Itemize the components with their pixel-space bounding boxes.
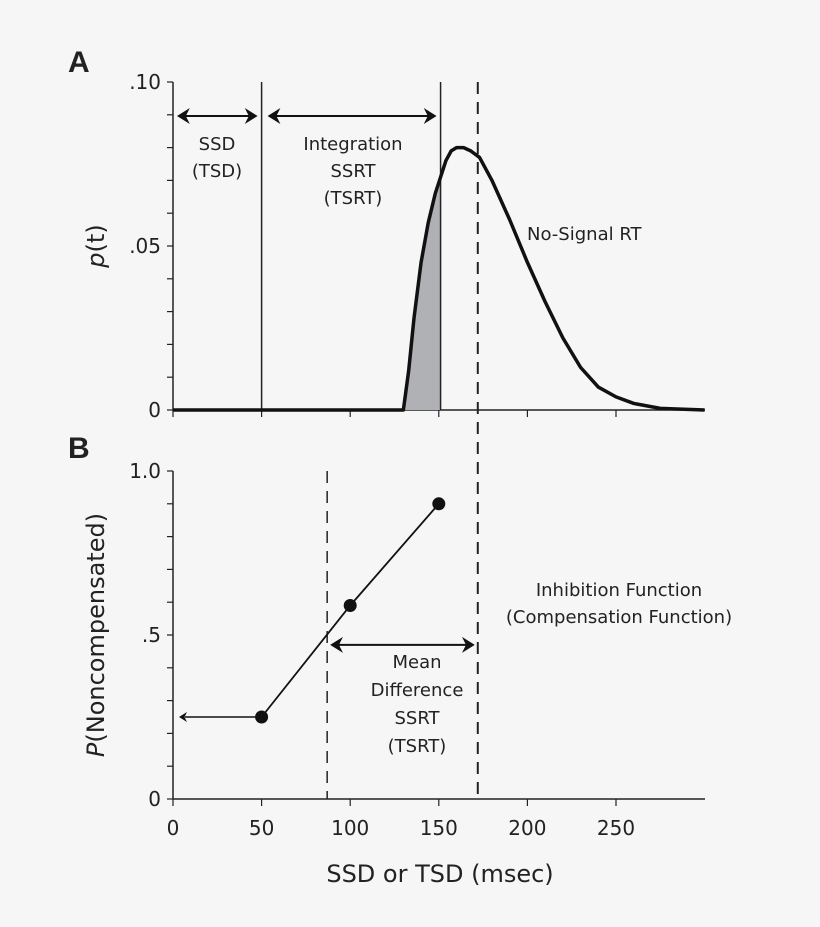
inhibition-function-label-line-1: (Compensation Function) [506, 607, 732, 628]
y-axis-label-a: p(t) [82, 224, 110, 268]
y-tick-label-b: .5 [142, 623, 161, 647]
no-signal-rt-curve [173, 145, 705, 412]
mean-difference-label-line-0: Mean [392, 652, 441, 673]
inhibition-function-label-line-0: Inhibition Function [536, 580, 702, 601]
panel-label-a: A [68, 46, 90, 79]
data-point [432, 497, 446, 511]
mean-difference-label-line-2: SSRT [394, 708, 440, 729]
panel-label-b: B [68, 432, 90, 465]
mean-difference-arrow-right-head [461, 636, 475, 653]
x-tick-label: 100 [331, 816, 369, 840]
integration-label-line-2: (TSRT) [324, 188, 383, 209]
integration-arrow-left-head [267, 108, 281, 124]
shaded-area [403, 177, 441, 410]
ssd-label-line-0: SSD [199, 134, 236, 155]
y-tick-label-a: 0 [148, 398, 161, 422]
ssd-label-line-1: (TSD) [192, 161, 242, 182]
data-point [255, 710, 269, 724]
integration-label-line-1: SSRT [330, 161, 376, 182]
integration-arrow-right-head [423, 108, 437, 124]
x-axis-label: SSD or TSD (msec) [326, 860, 553, 888]
panel-a: .10 .05 0 SSD (TSD) Integration SSRT (TSRT) No-S… [129, 70, 705, 799]
leftward-arrow-head [179, 712, 187, 722]
y-tick-label-a: .10 [129, 70, 161, 94]
ssd-arrow-left-head [177, 108, 190, 124]
x-tick-label: 250 [597, 816, 635, 840]
y-tick-label-b: 0 [148, 787, 161, 811]
mean-difference-label-line-3: (TSRT) [388, 736, 447, 757]
mean-difference-arrow-left-head [330, 636, 343, 653]
y-axis-label-a-rest: (t) [82, 224, 110, 252]
y-tick-label-b: 1.0 [129, 459, 161, 483]
panel-b: 1.0 .5 00 50 100 150 200 250 Mean Difference SSRT (… [129, 459, 732, 840]
y-axis-label-b-italic: P [82, 742, 110, 757]
y-axis-label-b-rest: (Noncompensated) [82, 513, 110, 743]
y-axis-label-a-italic: p [82, 252, 110, 268]
x-tick-label: 150 [420, 816, 458, 840]
no-signal-rt-label: No-Signal RT [527, 224, 643, 245]
x-tick-label: 0 [167, 816, 180, 840]
mean-difference-label-line-1: Difference [371, 680, 464, 701]
x-tick-label: 200 [508, 816, 546, 840]
ssd-arrow-right-head [244, 108, 258, 124]
data-point [343, 598, 357, 612]
y-tick-label-a: .05 [129, 234, 161, 258]
integration-label-line-0: Integration [303, 134, 402, 155]
y-axis-label-b: P(Noncompensated) [82, 513, 110, 757]
x-tick-label: 50 [249, 816, 274, 840]
